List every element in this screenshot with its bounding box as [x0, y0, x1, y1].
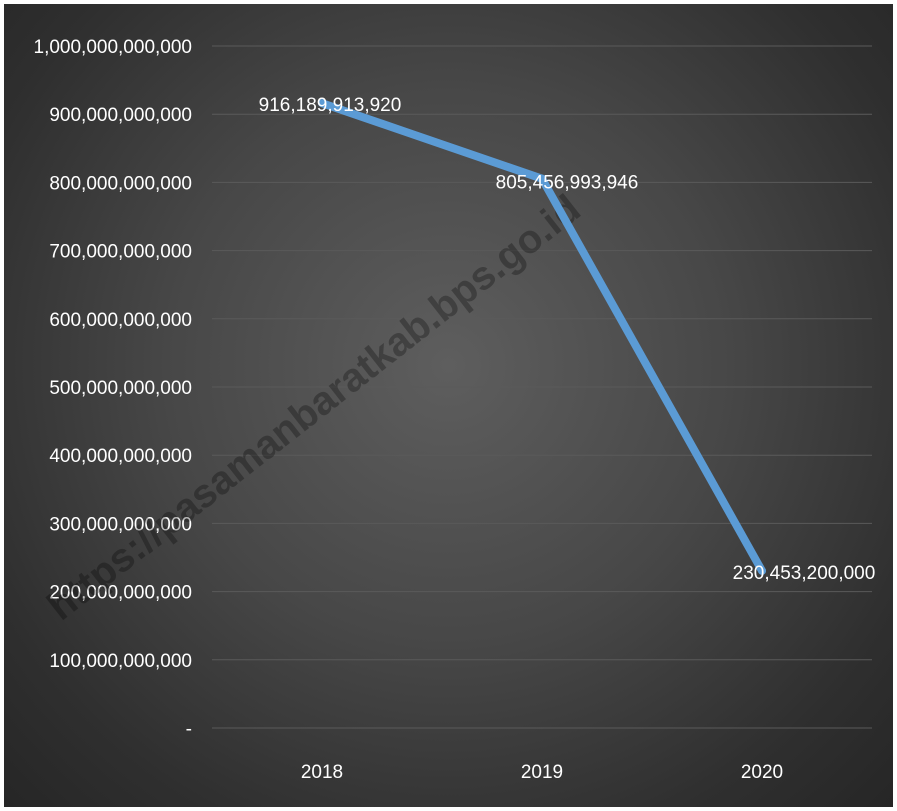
- y-axis-tick-labels: - 100,000,000,000 200,000,000,000 300,000,0…: [34, 37, 193, 740]
- data-labels: 916,189,913,920 805,456,993,946 230,453,20…: [259, 95, 876, 584]
- y-tick-label: 800,000,000,000: [49, 173, 192, 194]
- chart-area: - 100,000,000,000 200,000,000,000 300,000,0…: [4, 4, 893, 807]
- y-tick-label: 400,000,000,000: [49, 446, 192, 467]
- y-tick-label: 600,000,000,000: [49, 310, 192, 331]
- data-point: [318, 99, 326, 108]
- data-label: 805,456,993,946: [496, 173, 639, 194]
- line-chart: - 100,000,000,000 200,000,000,000 300,000,0…: [34, 37, 876, 783]
- y-tick-label: 900,000,000,000: [49, 105, 192, 126]
- data-point: [758, 566, 766, 575]
- data-label: 916,189,913,920: [259, 95, 402, 116]
- data-point: [538, 174, 546, 183]
- x-tick-label: 2018: [301, 762, 343, 783]
- y-tick-label: 500,000,000,000: [49, 378, 192, 399]
- y-tick-label: 700,000,000,000: [49, 242, 192, 263]
- x-tick-label: 2020: [741, 762, 783, 783]
- y-tick-label: 200,000,000,000: [49, 583, 192, 604]
- data-label: 230,453,200,000: [733, 563, 876, 584]
- y-tick-label: 300,000,000,000: [49, 514, 192, 535]
- series-line: [318, 99, 766, 575]
- y-tick-label: 1,000,000,000,000: [34, 37, 193, 58]
- y-tick-label: 100,000,000,000: [49, 651, 192, 672]
- y-tick-label: -: [186, 719, 192, 740]
- x-tick-label: 2019: [521, 762, 563, 783]
- x-axis-tick-labels: 2018 2019 2020: [301, 762, 783, 783]
